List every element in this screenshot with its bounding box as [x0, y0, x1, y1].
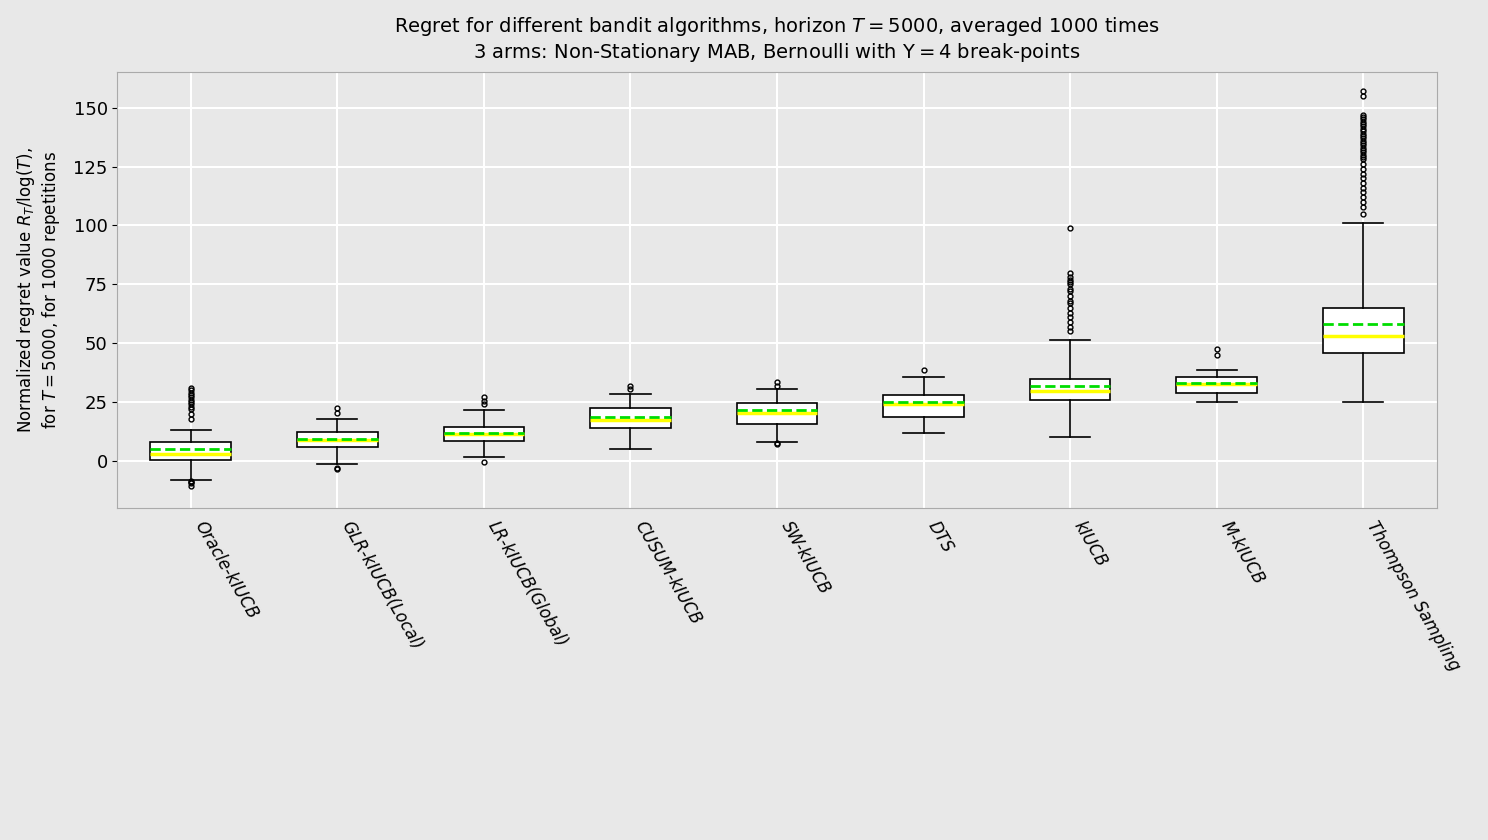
PathPatch shape	[443, 427, 524, 441]
PathPatch shape	[150, 442, 231, 459]
Title: Regret for different bandit algorithms, horizon $T=5000$, averaged 1000 times
$3: Regret for different bandit algorithms, …	[394, 15, 1159, 65]
Y-axis label: Normalized regret value $R_{T}/\log(T)$,
for $T=5000$, for 1000 repetitions: Normalized regret value $R_{T}/\log(T)$,…	[15, 147, 62, 433]
PathPatch shape	[298, 432, 378, 447]
PathPatch shape	[1177, 377, 1257, 392]
PathPatch shape	[1030, 379, 1110, 400]
PathPatch shape	[591, 408, 671, 428]
PathPatch shape	[884, 395, 964, 417]
PathPatch shape	[737, 403, 817, 424]
PathPatch shape	[1323, 307, 1403, 353]
